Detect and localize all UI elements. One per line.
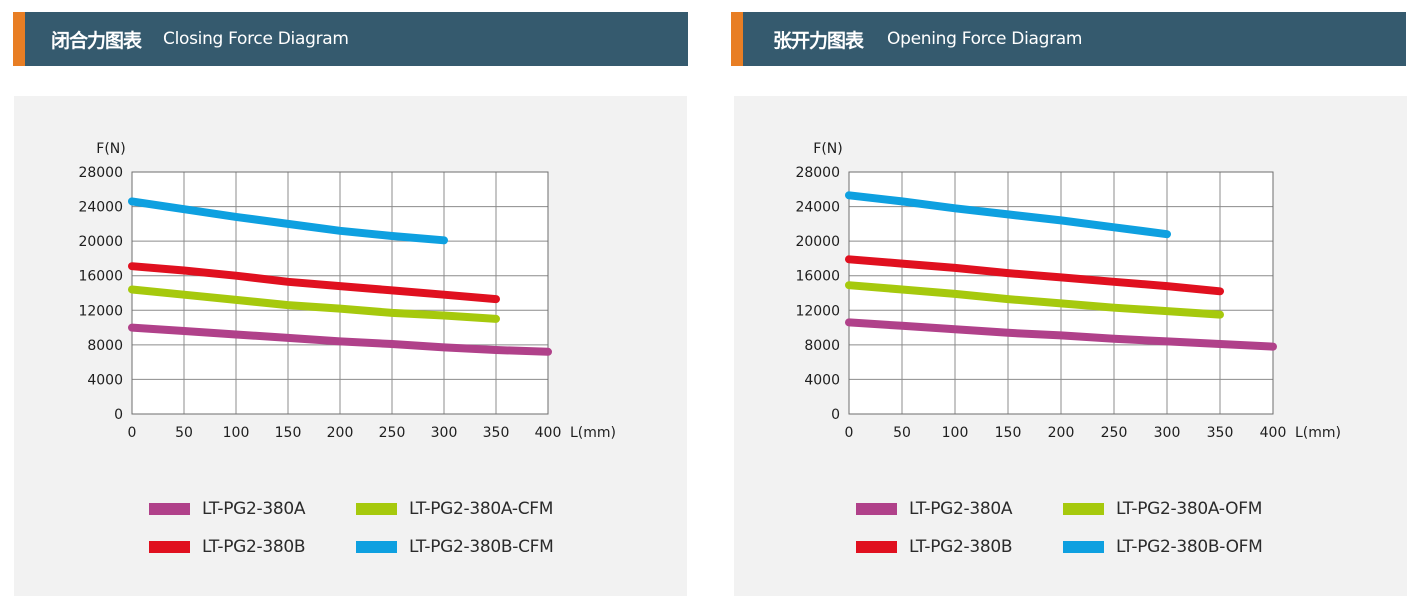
legend-label: LT-PG2-380A-OFM bbox=[1116, 499, 1263, 519]
plot-border bbox=[848, 171, 1274, 415]
legend-label: LT-PG2-380B bbox=[202, 537, 306, 557]
closing-force-panel: 闭合力图表 Closing Force Diagram 0 4000 8000 120… bbox=[13, 0, 688, 613]
legend-swatch bbox=[356, 541, 397, 553]
x-tick-label: 200 bbox=[327, 425, 354, 441]
series-line bbox=[845, 281, 1224, 319]
y-axis-label: F(N) bbox=[96, 141, 125, 157]
opening-force-chart: 0 4000 8000 12000 16000 20000 24000 28000 0 50 100… bbox=[795, 141, 1341, 441]
header-accent-bar bbox=[13, 12, 25, 66]
series-line bbox=[128, 323, 552, 356]
legend-swatch bbox=[356, 503, 397, 515]
legend-swatch bbox=[1063, 541, 1104, 553]
x-tick-label: 350 bbox=[1207, 425, 1234, 441]
x-tick-label: 300 bbox=[1154, 425, 1181, 441]
y-tick-label: 8000 bbox=[804, 338, 840, 354]
y-tick-label: 12000 bbox=[78, 303, 123, 319]
series-line bbox=[845, 318, 1277, 351]
y-tick-label: 0 bbox=[114, 407, 123, 423]
panel-title-en: Closing Force Diagram bbox=[163, 29, 349, 49]
legend-label: LT-PG2-380B-CFM bbox=[409, 537, 554, 557]
chart-legend: LT-PG2-380A LT-PG2-380A-CFM LT-PG2-380B … bbox=[13, 0, 688, 613]
x-tick-label: 0 bbox=[845, 425, 854, 441]
y-tick-label: 20000 bbox=[78, 234, 123, 250]
x-tick-label: 200 bbox=[1048, 425, 1075, 441]
x-axis-label: L(mm) bbox=[1295, 425, 1341, 441]
series-line bbox=[128, 197, 448, 245]
series-line bbox=[128, 285, 500, 323]
panel-title-en: Opening Force Diagram bbox=[887, 29, 1083, 49]
y-tick-label: 4000 bbox=[87, 372, 123, 388]
y-axis-label: F(N) bbox=[813, 141, 842, 157]
y-tick-label: 12000 bbox=[795, 303, 840, 319]
y-tick-label: 28000 bbox=[78, 165, 123, 181]
y-tick-label: 16000 bbox=[78, 269, 123, 285]
x-tick-label: 400 bbox=[1260, 425, 1287, 441]
legend-label: LT-PG2-380B bbox=[909, 537, 1013, 557]
header-accent-bar bbox=[731, 12, 743, 66]
x-tick-label: 350 bbox=[483, 425, 510, 441]
y-tick-label: 16000 bbox=[795, 269, 840, 285]
y-tick-label: 8000 bbox=[87, 338, 123, 354]
legend-label: LT-PG2-380A bbox=[202, 499, 306, 519]
series-line bbox=[128, 262, 500, 304]
y-tick-label: 28000 bbox=[795, 165, 840, 181]
legend-swatch bbox=[149, 503, 190, 515]
y-tick-label: 24000 bbox=[78, 200, 123, 216]
x-tick-label: 250 bbox=[379, 425, 406, 441]
legend-label: LT-PG2-380A bbox=[909, 499, 1013, 519]
y-tick-label: 20000 bbox=[795, 234, 840, 250]
legend-label: LT-PG2-380B-OFM bbox=[1116, 537, 1263, 557]
series-line bbox=[845, 255, 1224, 296]
x-tick-label: 400 bbox=[535, 425, 562, 441]
x-tick-label: 100 bbox=[942, 425, 969, 441]
closing-force-chart: 0 4000 8000 12000 16000 20000 24000 28000 0 50 100… bbox=[78, 141, 616, 441]
series-line bbox=[845, 191, 1171, 239]
panel-header: 闭合力图表 Closing Force Diagram bbox=[13, 12, 688, 66]
x-tick-label: 250 bbox=[1101, 425, 1128, 441]
y-tick-label: 0 bbox=[831, 407, 840, 423]
y-tick-label: 24000 bbox=[795, 200, 840, 216]
legend-swatch bbox=[856, 541, 897, 553]
x-tick-label: 0 bbox=[128, 425, 137, 441]
x-tick-label: 50 bbox=[893, 425, 911, 441]
x-tick-label: 100 bbox=[223, 425, 250, 441]
chart-legend: LT-PG2-380A LT-PG2-380A-OFM LT-PG2-380B … bbox=[731, 0, 1406, 613]
opening-force-panel: 张开力图表 Opening Force Diagram 0 4000 8000 120… bbox=[731, 0, 1407, 613]
y-tick-label: 4000 bbox=[804, 372, 840, 388]
panel-title-zh: 张开力图表 bbox=[773, 30, 864, 52]
legend-swatch bbox=[856, 503, 897, 515]
x-axis-label: L(mm) bbox=[570, 425, 616, 441]
x-tick-label: 150 bbox=[275, 425, 302, 441]
panel-title-zh: 闭合力图表 bbox=[51, 30, 142, 52]
x-tick-label: 50 bbox=[175, 425, 193, 441]
x-tick-label: 300 bbox=[431, 425, 458, 441]
legend-swatch bbox=[149, 541, 190, 553]
legend-label: LT-PG2-380A-CFM bbox=[409, 499, 554, 519]
x-tick-label: 150 bbox=[995, 425, 1022, 441]
legend-swatch bbox=[1063, 503, 1104, 515]
panel-header: 张开力图表 Opening Force Diagram bbox=[731, 12, 1406, 66]
